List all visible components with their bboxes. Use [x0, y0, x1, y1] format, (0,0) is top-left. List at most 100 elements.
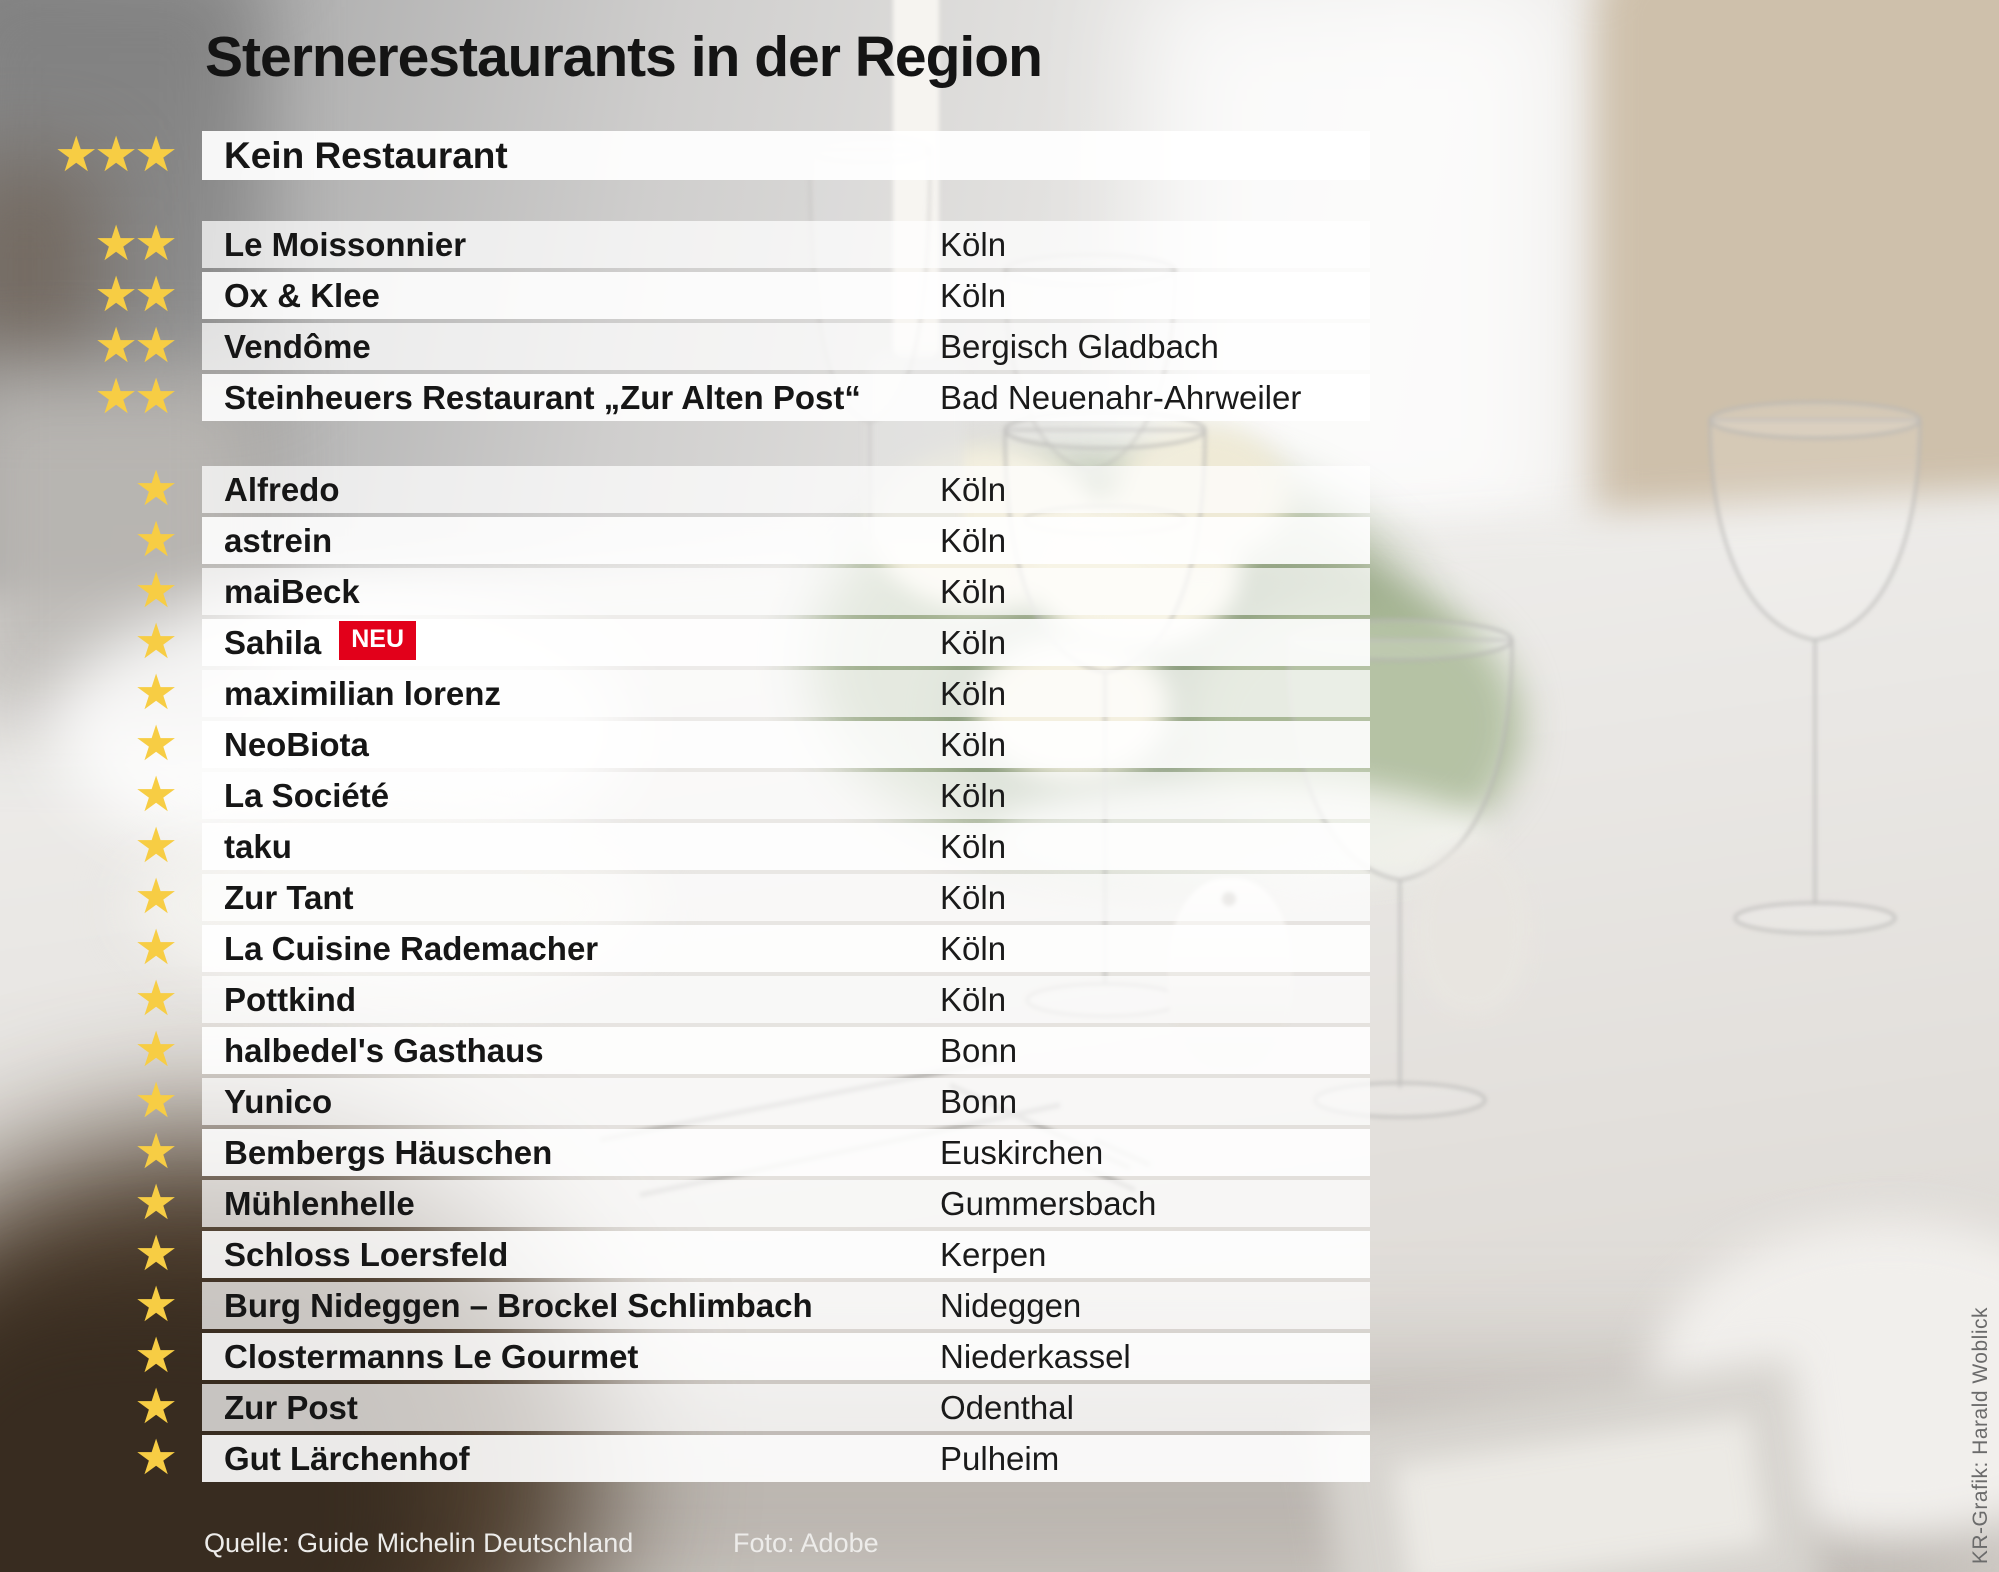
michelin-star-icon: ★ [134, 972, 178, 1026]
restaurant-name: Pottkind [224, 976, 356, 1023]
restaurant-name-text: Pottkind [224, 981, 356, 1018]
restaurant-name: Clostermanns Le Gourmet [224, 1333, 638, 1380]
star-rating: ★ [0, 669, 178, 718]
row-band: NeoBiota Köln [202, 721, 1370, 768]
restaurant-row: ★★★ Kein Restaurant [0, 131, 1999, 180]
star-rating: ★ [0, 771, 178, 820]
michelin-star-icon: ★ [54, 128, 98, 182]
michelin-star-icon: ★ [134, 1176, 178, 1230]
restaurant-name-text: Sahila [224, 624, 322, 661]
row-band: Clostermanns Le Gourmet Niederkassel [202, 1333, 1370, 1380]
restaurant-row: ★ Gut Lärchenhof Pulheim [0, 1434, 1999, 1483]
michelin-star-icon: ★ [134, 1431, 178, 1485]
row-band: halbedel's Gasthaus Bonn [202, 1027, 1370, 1074]
restaurant-row: ★ Yunico Bonn [0, 1077, 1999, 1126]
michelin-star-icon: ★ [134, 666, 178, 720]
star-rating: ★★ [0, 220, 178, 269]
restaurant-name-text: La Société [224, 777, 390, 814]
restaurant-row: ★ Pottkind Köln [0, 975, 1999, 1024]
restaurant-name: taku [224, 823, 292, 870]
restaurant-name-text: maiBeck [224, 573, 360, 610]
row-band: Schloss Loersfeld Kerpen [202, 1231, 1370, 1278]
michelin-star-icon: ★ [134, 462, 178, 516]
restaurant-city: Euskirchen [940, 1134, 1104, 1171]
restaurant-name: halbedel's Gasthaus [224, 1027, 544, 1074]
restaurant-city: Köln [940, 828, 1007, 865]
restaurant-city: Köln [940, 675, 1007, 712]
star-rating: ★ [0, 924, 178, 973]
row-band: Burg Nideggen – Brockel Schlimbach Nidegg… [202, 1282, 1370, 1329]
restaurant-row: ★ taku Köln [0, 822, 1999, 871]
row-band: Zur Tant Köln [202, 874, 1370, 921]
restaurant-city: Köln [940, 522, 1007, 559]
restaurant-name: NeoBiota [224, 721, 369, 768]
restaurant-name-text: Alfredo [224, 471, 340, 508]
restaurant-row: ★★ Le Moissonnier Köln [0, 220, 1999, 269]
restaurant-name-text: Gut Lärchenhof [224, 1440, 470, 1477]
michelin-star-icon: ★ [134, 370, 178, 424]
row-band: taku Köln [202, 823, 1370, 870]
restaurant-name-text: Zur Tant [224, 879, 354, 916]
restaurant-city: Niederkassel [940, 1338, 1131, 1375]
restaurant-name: Kein Restaurant [224, 131, 508, 180]
michelin-star-icon: ★ [134, 1074, 178, 1128]
restaurant-name: Ox & Klee [224, 272, 380, 319]
restaurant-name-text: Bembergs Häuschen [224, 1134, 553, 1171]
michelin-star-icon: ★ [134, 319, 178, 373]
star-rating: ★ [0, 1332, 178, 1381]
restaurant-name-text: Burg Nideggen – Brockel Schlimbach [224, 1287, 813, 1324]
restaurant-row: ★ halbedel's Gasthaus Bonn [0, 1026, 1999, 1075]
restaurant-row: ★ Burg Nideggen – Brockel Schlimbach Nideg… [0, 1281, 1999, 1330]
restaurant-row: ★ Clostermanns Le Gourmet Niederkassel [0, 1332, 1999, 1381]
michelin-star-icon: ★ [134, 513, 178, 567]
star-rating: ★ [0, 1383, 178, 1432]
restaurant-name-text: NeoBiota [224, 726, 369, 763]
restaurant-row: ★ Sahila NEU Köln [0, 618, 1999, 667]
michelin-star-icon: ★ [134, 1380, 178, 1434]
restaurant-city: Köln [940, 573, 1007, 610]
row-band: maximilian lorenz Köln [202, 670, 1370, 717]
star-rating: ★ [0, 1434, 178, 1483]
restaurant-name: Zur Tant [224, 874, 354, 921]
row-band: Alfredo Köln [202, 466, 1370, 513]
pepper-shaker-art [1415, 845, 1530, 1015]
restaurant-name-text: Steinheuers Restaurant „Zur Alten Post“ [224, 379, 861, 416]
row-band: Zur Post Odenthal [202, 1384, 1370, 1431]
restaurant-name: Gut Lärchenhof [224, 1435, 470, 1482]
restaurant-row: ★ astrein Köln [0, 516, 1999, 565]
row-band: Vendôme Bergisch Gladbach [202, 323, 1370, 370]
michelin-star-icon: ★ [94, 268, 138, 322]
restaurant-name: La Société [224, 772, 389, 819]
restaurant-row: ★ NeoBiota Köln [0, 720, 1999, 769]
star-rating: ★ [0, 1281, 178, 1330]
michelin-star-icon: ★ [134, 717, 178, 771]
star-rating: ★ [0, 975, 178, 1024]
restaurant-name: Steinheuers Restaurant „Zur Alten Post“ [224, 374, 861, 421]
restaurant-name-text: Zur Post [224, 1389, 358, 1426]
restaurant-row: ★ maiBeck Köln [0, 567, 1999, 616]
restaurant-row: ★ Bembergs Häuschen Euskirchen [0, 1128, 1999, 1177]
restaurant-row: ★ Schloss Loersfeld Kerpen [0, 1230, 1999, 1279]
restaurant-city: Köln [940, 277, 1007, 314]
restaurant-city: Köln [940, 726, 1007, 763]
restaurant-row: ★ Zur Post Odenthal [0, 1383, 1999, 1432]
page-title: Sternerestaurants in der Region [205, 25, 1043, 89]
star-rating: ★ [0, 822, 178, 871]
star-rating: ★ [0, 465, 178, 514]
restaurant-city: Köln [940, 981, 1007, 1018]
restaurant-row: ★ Alfredo Köln [0, 465, 1999, 514]
michelin-star-icon: ★ [94, 217, 138, 271]
michelin-star-icon: ★ [134, 564, 178, 618]
restaurant-name-text: Clostermanns Le Gourmet [224, 1338, 639, 1375]
restaurant-name-text: Mühlenhelle [224, 1185, 415, 1222]
michelin-star-icon: ★ [134, 1023, 178, 1077]
restaurant-name: Yunico [224, 1078, 332, 1125]
restaurant-city: Köln [940, 930, 1007, 967]
restaurant-name: La Cuisine Rademacher [224, 925, 598, 972]
row-band: Le Moissonnier Köln [202, 221, 1370, 268]
star-rating: ★★ [0, 373, 178, 422]
restaurant-row: ★ Mühlenhelle Gummersbach [0, 1179, 1999, 1228]
restaurant-row: ★ La Cuisine Rademacher Köln [0, 924, 1999, 973]
restaurant-name-text: Vendôme [224, 328, 371, 365]
michelin-star-icon: ★ [94, 319, 138, 373]
